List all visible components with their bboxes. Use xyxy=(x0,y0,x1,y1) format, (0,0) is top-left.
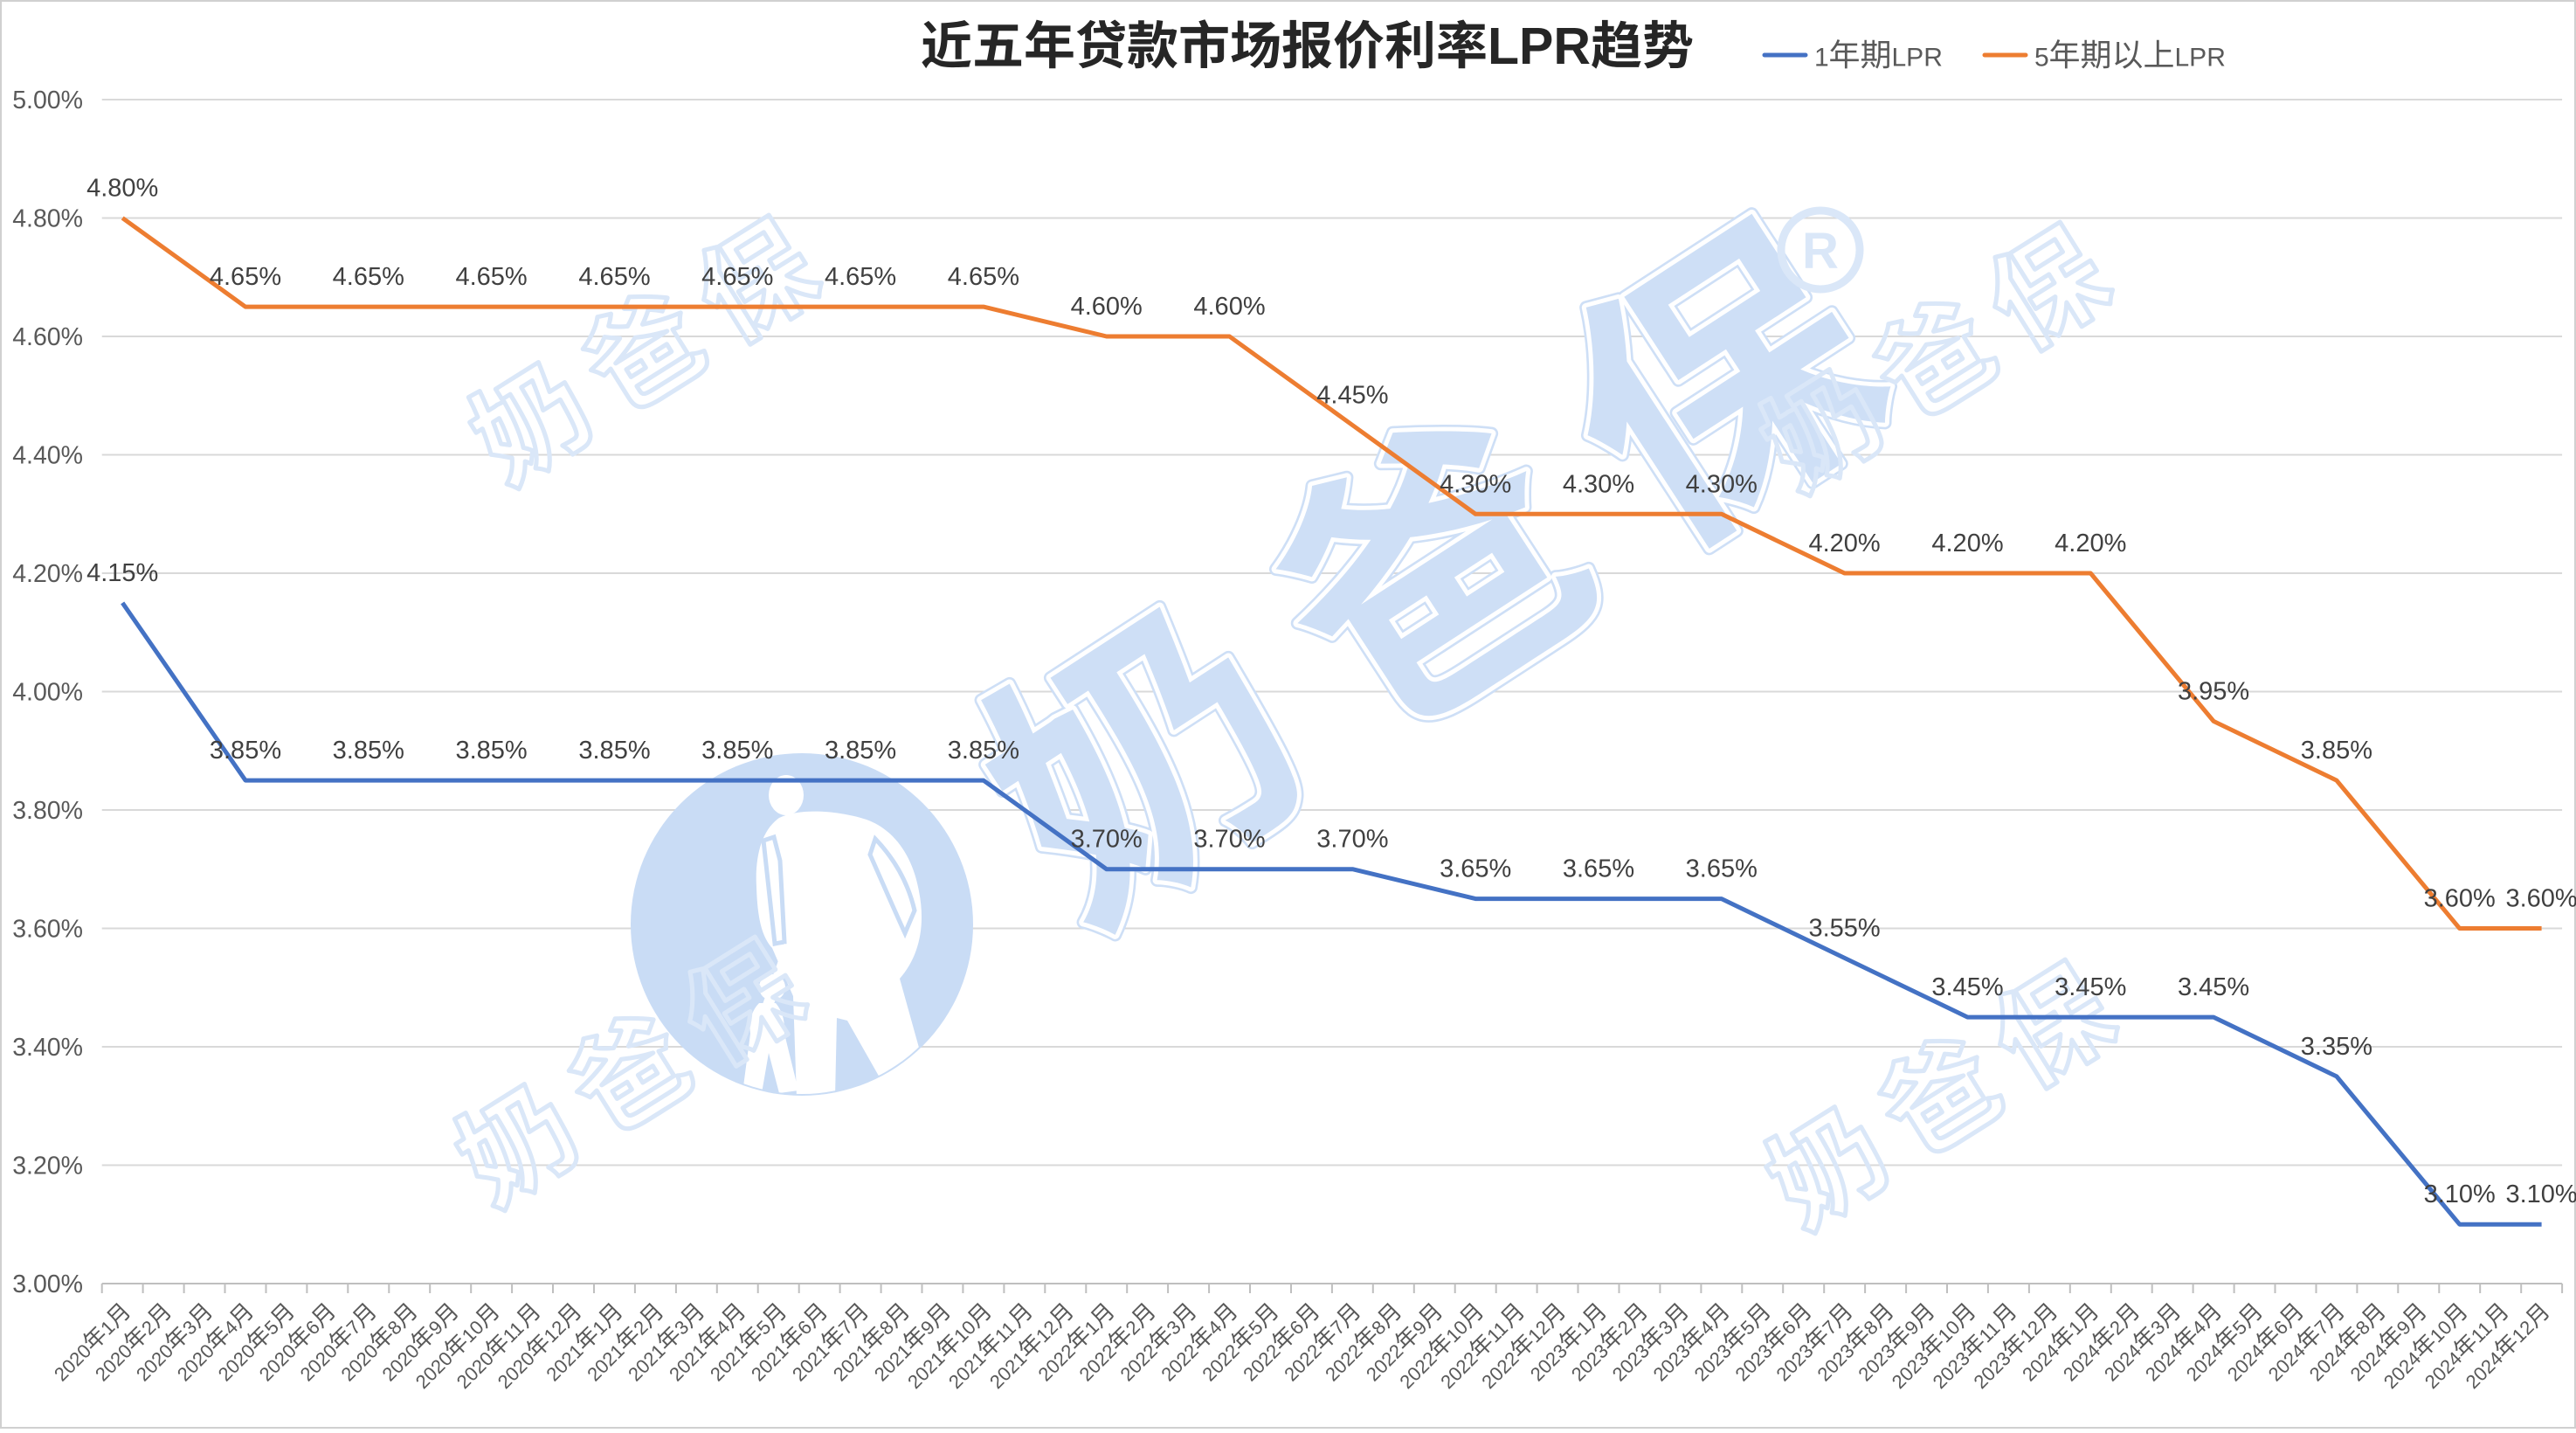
svg-text:4.65%: 4.65% xyxy=(701,263,773,291)
svg-text:4.15%: 4.15% xyxy=(86,559,158,587)
svg-text:3.85%: 3.85% xyxy=(578,737,650,765)
svg-text:4.30%: 4.30% xyxy=(1686,470,1758,498)
svg-text:4.40%: 4.40% xyxy=(12,442,83,470)
svg-text:4.65%: 4.65% xyxy=(578,263,650,291)
svg-text:LPR: LPR xyxy=(2175,44,2226,73)
svg-text:R: R xyxy=(1802,223,1839,280)
svg-text:4.60%: 4.60% xyxy=(12,323,83,351)
svg-text:3.85%: 3.85% xyxy=(333,737,404,765)
svg-text:4.20%: 4.20% xyxy=(1808,530,1880,557)
svg-text:LPR: LPR xyxy=(1488,17,1591,75)
svg-text:3.85%: 3.85% xyxy=(2301,737,2372,765)
svg-text:4.20%: 4.20% xyxy=(1931,530,2003,557)
svg-text:LPR: LPR xyxy=(1892,44,1943,73)
svg-text:3.60%: 3.60% xyxy=(2424,885,2496,913)
svg-text:3.10%: 3.10% xyxy=(2424,1180,2496,1208)
svg-text:3.70%: 3.70% xyxy=(1193,826,1265,854)
svg-text:4.65%: 4.65% xyxy=(948,263,1019,291)
svg-text:3.85%: 3.85% xyxy=(825,737,896,765)
svg-text:3.65%: 3.65% xyxy=(1563,855,1634,883)
svg-text:3.45%: 3.45% xyxy=(2055,973,2126,1001)
svg-text:3.35%: 3.35% xyxy=(2301,1033,2372,1061)
svg-text:3.85%: 3.85% xyxy=(210,737,281,765)
svg-text:3.10%: 3.10% xyxy=(2505,1180,2576,1208)
svg-text:3.20%: 3.20% xyxy=(12,1153,83,1180)
svg-text:3.85%: 3.85% xyxy=(455,737,527,765)
svg-text:3.65%: 3.65% xyxy=(1440,855,1511,883)
svg-text:4.65%: 4.65% xyxy=(210,263,281,291)
svg-text:1: 1 xyxy=(1814,44,1829,73)
svg-text:4.00%: 4.00% xyxy=(12,679,83,707)
svg-text:3.45%: 3.45% xyxy=(2178,973,2249,1001)
svg-text:3.70%: 3.70% xyxy=(1316,826,1388,854)
svg-text:4.20%: 4.20% xyxy=(12,560,83,588)
svg-text:3.85%: 3.85% xyxy=(701,737,773,765)
svg-text:4.20%: 4.20% xyxy=(2055,530,2126,557)
svg-text:3.70%: 3.70% xyxy=(1071,826,1143,854)
svg-text:4.65%: 4.65% xyxy=(825,263,896,291)
svg-text:5.00%: 5.00% xyxy=(12,87,83,114)
svg-text:3.55%: 3.55% xyxy=(1808,914,1880,942)
svg-text:4.60%: 4.60% xyxy=(1193,293,1265,321)
svg-text:3.60%: 3.60% xyxy=(12,916,83,944)
svg-text:4.65%: 4.65% xyxy=(455,263,527,291)
svg-text:3.80%: 3.80% xyxy=(12,797,83,825)
svg-text:4.60%: 4.60% xyxy=(1071,293,1143,321)
svg-text:3.85%: 3.85% xyxy=(948,737,1019,765)
svg-text:3.65%: 3.65% xyxy=(1686,855,1758,883)
svg-text:5: 5 xyxy=(2034,44,2049,73)
svg-text:3.95%: 3.95% xyxy=(2178,677,2249,705)
svg-text:4.80%: 4.80% xyxy=(12,205,83,233)
svg-text:4.80%: 4.80% xyxy=(86,175,158,203)
svg-text:4.30%: 4.30% xyxy=(1563,470,1634,498)
svg-text:3.45%: 3.45% xyxy=(1931,973,2003,1001)
svg-text:4.30%: 4.30% xyxy=(1440,470,1511,498)
svg-text:3.00%: 3.00% xyxy=(12,1270,83,1298)
svg-text:3.40%: 3.40% xyxy=(12,1034,83,1062)
svg-text:4.45%: 4.45% xyxy=(1316,382,1388,410)
svg-text:3.60%: 3.60% xyxy=(2505,885,2576,913)
svg-text:4.65%: 4.65% xyxy=(333,263,404,291)
